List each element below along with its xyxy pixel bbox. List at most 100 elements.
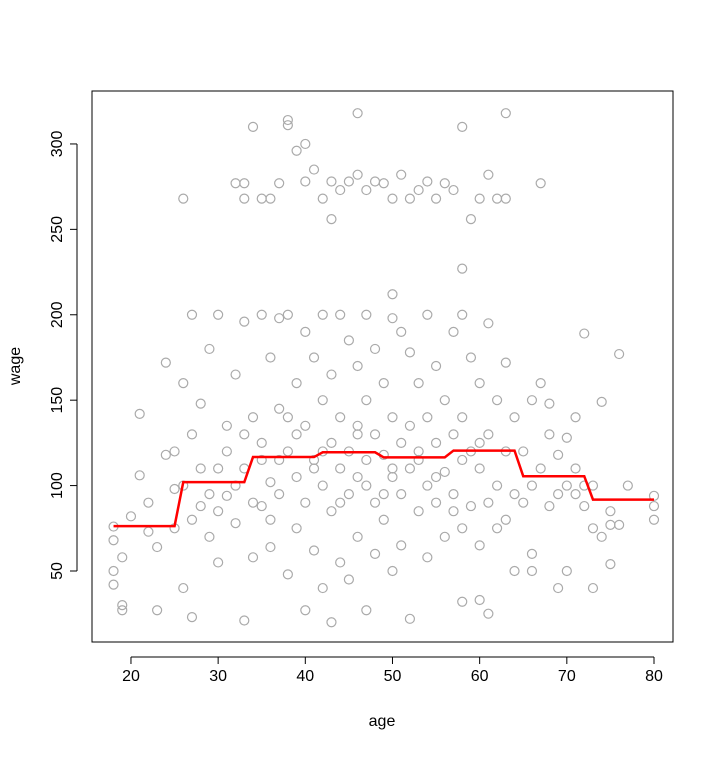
point <box>230 369 241 380</box>
point <box>291 377 302 389</box>
point <box>422 176 433 187</box>
point <box>570 463 581 474</box>
point <box>178 582 189 594</box>
point <box>152 541 163 553</box>
point <box>378 514 389 525</box>
point <box>186 514 198 525</box>
point <box>570 489 581 500</box>
point <box>134 470 145 481</box>
point <box>474 540 485 551</box>
point <box>274 313 285 324</box>
point <box>448 429 459 440</box>
point <box>561 565 572 577</box>
point <box>605 559 616 570</box>
point <box>413 184 424 196</box>
point <box>500 108 511 119</box>
point <box>160 449 171 460</box>
point <box>422 412 433 423</box>
point <box>361 309 372 320</box>
point <box>430 193 442 204</box>
point <box>474 594 485 606</box>
point <box>125 511 137 522</box>
point <box>500 514 511 525</box>
point <box>343 574 354 585</box>
point <box>500 357 511 368</box>
point <box>457 121 468 132</box>
point <box>265 541 276 553</box>
point <box>326 176 337 187</box>
point <box>221 446 232 457</box>
point <box>457 263 468 274</box>
y-tick-label: 150 <box>49 387 66 414</box>
point <box>622 480 633 491</box>
point <box>117 605 128 616</box>
point <box>396 169 407 180</box>
point <box>204 531 215 542</box>
point <box>387 565 398 577</box>
point <box>186 309 198 320</box>
point <box>317 193 328 204</box>
point <box>352 360 363 372</box>
point <box>326 369 337 380</box>
point <box>247 121 259 132</box>
point <box>579 500 590 512</box>
point <box>308 545 320 556</box>
point <box>369 429 381 440</box>
point <box>648 500 660 512</box>
point <box>483 497 494 508</box>
point <box>108 579 119 590</box>
point <box>526 395 538 406</box>
point <box>465 214 477 225</box>
point <box>169 483 180 495</box>
point <box>378 377 389 389</box>
point <box>535 463 546 474</box>
point <box>204 343 215 355</box>
point <box>500 193 511 204</box>
point <box>491 395 503 406</box>
point <box>282 309 293 320</box>
point <box>439 466 450 478</box>
point <box>369 497 381 508</box>
point <box>457 596 468 607</box>
point <box>544 500 555 512</box>
point <box>143 526 154 537</box>
point <box>108 535 119 546</box>
point <box>274 403 285 414</box>
point <box>614 348 625 360</box>
point <box>265 514 276 525</box>
point <box>430 497 442 508</box>
point <box>422 480 433 491</box>
point <box>465 500 477 512</box>
point <box>570 412 581 423</box>
x-axis-label: age <box>369 713 396 730</box>
point <box>239 429 250 440</box>
point <box>614 519 625 530</box>
point <box>335 412 346 423</box>
point <box>404 613 416 624</box>
x-tick-label: 50 <box>384 668 402 685</box>
y-axis-label: wage <box>7 347 24 386</box>
point <box>439 531 450 542</box>
point <box>291 429 302 440</box>
point <box>361 605 372 616</box>
point <box>335 463 346 474</box>
point <box>439 178 450 189</box>
point <box>160 357 171 368</box>
point <box>317 480 328 491</box>
point <box>483 169 494 180</box>
point <box>308 463 320 474</box>
point <box>282 114 293 126</box>
point <box>430 360 442 372</box>
point <box>378 178 389 189</box>
point <box>335 497 346 508</box>
point <box>518 446 529 457</box>
point <box>317 395 328 406</box>
point <box>326 617 337 628</box>
point <box>553 489 564 500</box>
point <box>300 176 311 187</box>
x-tick-label: 30 <box>209 668 227 685</box>
point <box>526 548 538 560</box>
point <box>596 531 607 542</box>
point <box>230 518 241 529</box>
